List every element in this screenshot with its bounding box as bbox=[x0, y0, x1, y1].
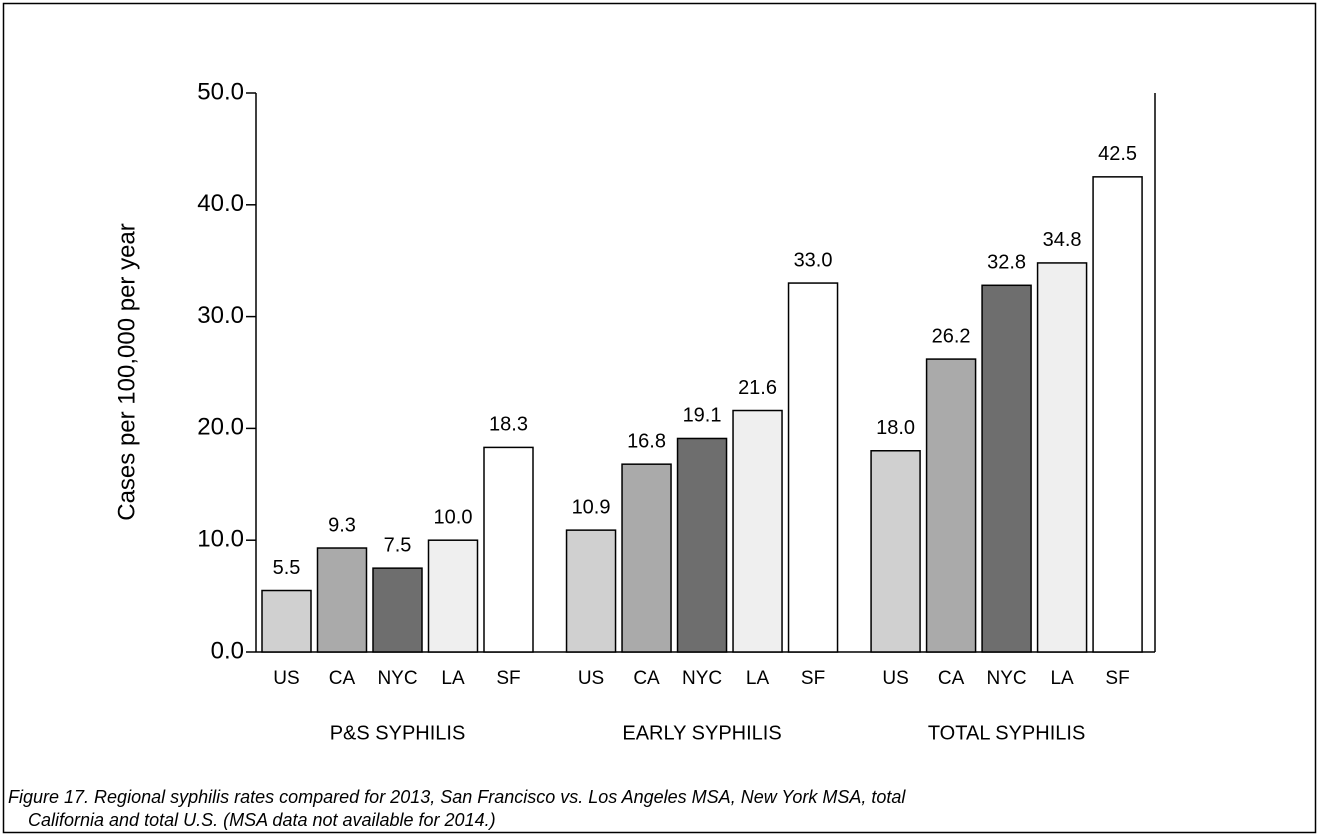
x-tick-label: SF bbox=[496, 668, 520, 689]
group-label: P&S SYPHILIS bbox=[330, 722, 466, 744]
y-tick-label: 30.0 bbox=[197, 302, 244, 329]
x-tick-label: CA bbox=[938, 668, 965, 689]
caption: California and total U.S. (MSA data not … bbox=[28, 810, 496, 830]
bar bbox=[261, 589, 312, 653]
bar bbox=[372, 567, 423, 653]
x-tick-label: NYC bbox=[987, 668, 1027, 689]
value-label: 19.1 bbox=[683, 405, 722, 427]
value-label: 21.6 bbox=[738, 377, 777, 399]
bar bbox=[621, 463, 672, 653]
value-label: 18.0 bbox=[876, 417, 915, 439]
value-label: 5.5 bbox=[273, 557, 301, 579]
x-tick-label: SF bbox=[801, 668, 825, 689]
bar bbox=[925, 358, 977, 653]
y-tick-label: 40.0 bbox=[197, 190, 244, 217]
y-tick-label: 0.0 bbox=[211, 637, 244, 664]
bar bbox=[483, 446, 534, 653]
value-label: 16.8 bbox=[627, 430, 666, 452]
x-tick-label: NYC bbox=[682, 668, 722, 689]
caption: Figure 17. Regional syphilis rates compa… bbox=[8, 787, 906, 807]
x-tick-label: US bbox=[578, 668, 604, 689]
bar bbox=[427, 539, 479, 653]
bar bbox=[316, 547, 368, 653]
value-label: 7.5 bbox=[384, 534, 412, 556]
bar bbox=[981, 284, 1032, 653]
x-tick-label: CA bbox=[633, 668, 660, 689]
x-tick-label: LA bbox=[441, 668, 465, 689]
x-tick-label: US bbox=[882, 668, 908, 689]
value-label: 18.3 bbox=[489, 414, 528, 436]
x-tick-label: LA bbox=[746, 668, 770, 689]
value-label: 33.0 bbox=[794, 249, 833, 271]
bar bbox=[1036, 262, 1088, 653]
value-label: 10.9 bbox=[572, 496, 611, 518]
bar bbox=[732, 409, 783, 653]
y-tick-label: 10.0 bbox=[197, 526, 244, 553]
value-label: 26.2 bbox=[932, 325, 971, 347]
value-label: 10.0 bbox=[434, 506, 473, 528]
bar bbox=[1092, 176, 1143, 653]
bar bbox=[870, 450, 921, 653]
y-tick-label: 20.0 bbox=[197, 414, 244, 441]
bar bbox=[676, 437, 728, 653]
bar bbox=[787, 282, 839, 653]
x-tick-label: SF bbox=[1105, 668, 1129, 689]
group-label: TOTAL SYPHILIS bbox=[928, 722, 1085, 744]
x-tick-label: NYC bbox=[377, 668, 417, 689]
bar bbox=[565, 529, 617, 653]
value-label: 34.8 bbox=[1043, 229, 1082, 251]
group-label: EARLY SYPHILIS bbox=[622, 722, 781, 744]
x-tick-label: US bbox=[273, 668, 299, 689]
x-tick-label: LA bbox=[1050, 668, 1074, 689]
value-label: 32.8 bbox=[987, 252, 1026, 274]
y-axis-label: Cases per 100,000 per year bbox=[113, 223, 140, 521]
y-tick-label: 50.0 bbox=[197, 78, 244, 105]
value-label: 9.3 bbox=[328, 514, 356, 536]
x-tick-label: CA bbox=[329, 668, 356, 689]
value-label: 42.5 bbox=[1098, 143, 1137, 165]
